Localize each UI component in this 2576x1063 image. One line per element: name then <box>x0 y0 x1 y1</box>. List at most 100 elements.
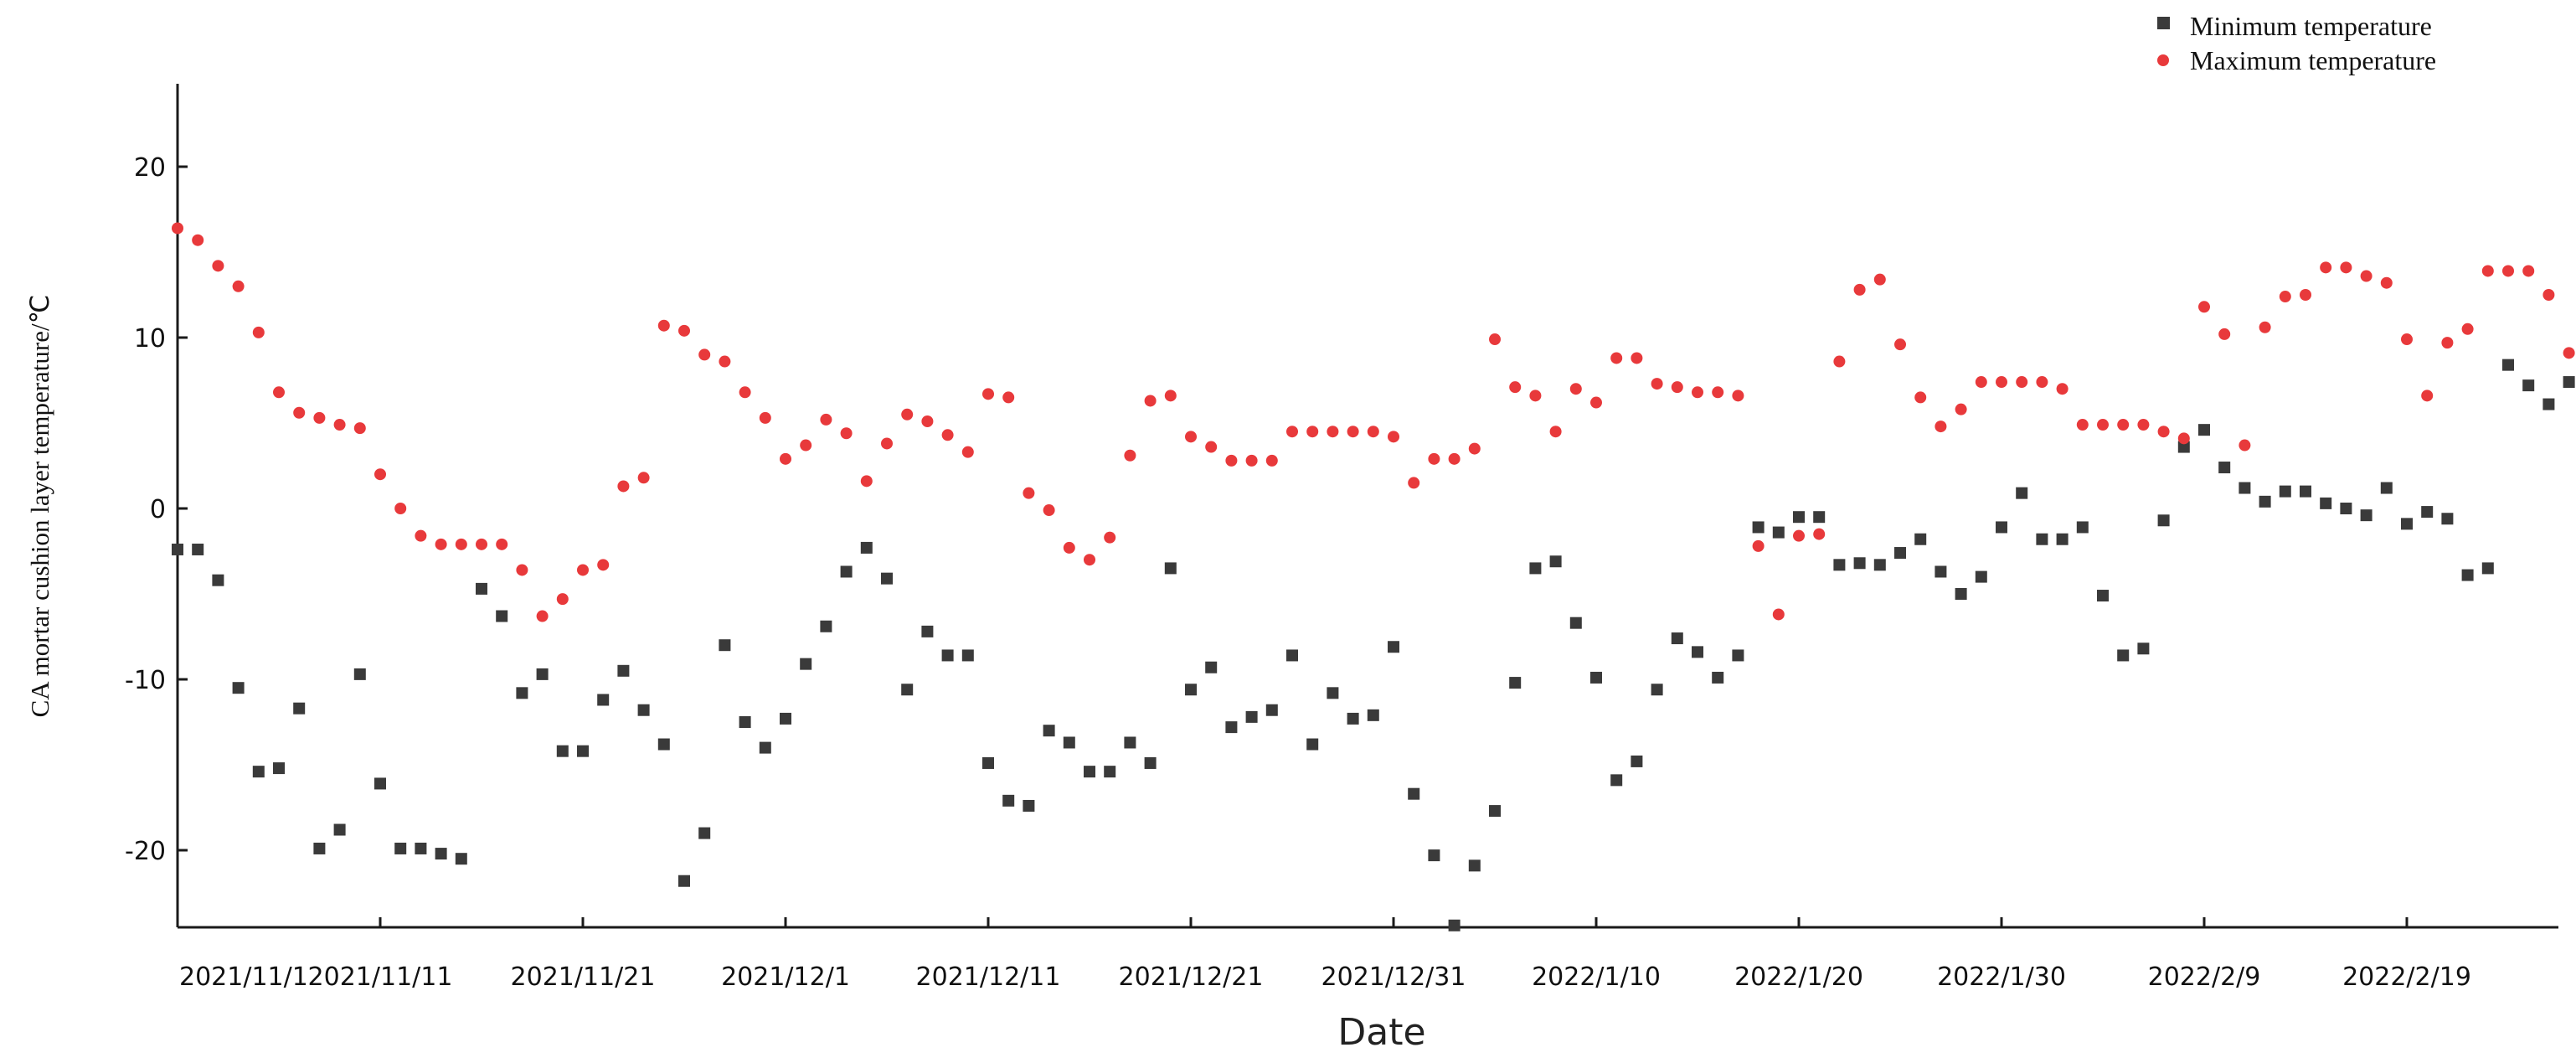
data-point-minimum <box>1833 559 1846 571</box>
data-point-minimum <box>1651 684 1663 696</box>
data-point-minimum <box>1367 709 1379 721</box>
data-point-minimum <box>2076 521 2089 534</box>
data-point-maximum <box>577 564 589 576</box>
data-point-minimum <box>2441 513 2454 525</box>
x-tick-label: 2022/2/19 <box>2342 962 2471 992</box>
data-point-maximum <box>374 468 386 481</box>
data-point-maximum <box>435 538 447 550</box>
data-point-maximum <box>1468 442 1481 455</box>
data-point-minimum <box>394 842 407 854</box>
data-point-maximum <box>1388 431 1399 443</box>
data-point-maximum <box>2056 383 2069 395</box>
data-point-minimum <box>1104 766 1116 778</box>
data-point-minimum <box>921 625 934 637</box>
data-point-minimum <box>1853 557 1866 570</box>
data-point-minimum <box>1935 565 1947 578</box>
data-point-maximum <box>1185 431 1197 443</box>
data-point-minimum <box>172 543 183 555</box>
x-tick-label: 2021/12/21 <box>1119 962 1264 992</box>
data-point-minimum <box>820 620 832 632</box>
data-point-minimum <box>2461 569 2474 581</box>
data-point-minimum <box>2481 562 2494 575</box>
data-point-maximum <box>333 419 346 431</box>
data-point-maximum <box>1975 376 1987 389</box>
data-point-maximum <box>2198 301 2210 313</box>
data-point-minimum <box>2360 509 2372 522</box>
data-point-minimum <box>2543 398 2555 410</box>
data-point-minimum <box>455 853 467 865</box>
data-point-minimum <box>212 574 224 586</box>
data-point-maximum <box>1164 390 1177 402</box>
data-point-maximum <box>1023 487 1035 499</box>
data-point-maximum <box>415 529 427 542</box>
data-point-minimum <box>1631 755 1643 767</box>
data-point-maximum <box>172 222 183 235</box>
data-point-minimum <box>2563 376 2575 389</box>
data-point-minimum <box>313 842 326 854</box>
data-point-maximum <box>2360 270 2372 282</box>
data-point-maximum <box>1327 426 1339 438</box>
data-point-minimum <box>1388 641 1399 653</box>
data-point-minimum <box>2401 518 2413 530</box>
data-point-maximum <box>678 324 690 337</box>
data-point-minimum <box>881 572 893 585</box>
data-point-maximum <box>2117 419 2130 431</box>
data-point-minimum <box>516 687 528 699</box>
data-point-maximum <box>394 503 407 514</box>
data-point-maximum <box>476 538 487 550</box>
data-point-minimum <box>1144 756 1157 769</box>
data-point-minimum <box>1549 555 1562 568</box>
legend-marker-maximum <box>2157 54 2169 66</box>
data-point-maximum <box>1569 383 1582 395</box>
data-point-minimum <box>273 762 285 775</box>
data-point-minimum <box>2097 590 2109 602</box>
data-point-minimum <box>1428 849 1440 862</box>
data-point-minimum <box>1692 646 1703 658</box>
data-point-maximum <box>1914 391 1927 404</box>
data-point-minimum <box>2259 495 2271 508</box>
data-point-maximum <box>1712 386 1724 399</box>
data-point-minimum <box>1509 677 1522 689</box>
data-point-minimum <box>353 668 366 680</box>
x-tick-label: 2021/11/21 <box>511 962 656 992</box>
data-point-maximum <box>1955 403 1967 415</box>
data-point-maximum <box>2421 390 2434 402</box>
data-point-maximum <box>1732 390 1744 402</box>
data-point-maximum <box>1651 378 1663 390</box>
data-point-minimum <box>2036 533 2048 545</box>
data-point-maximum <box>1631 352 1643 364</box>
data-point-maximum <box>212 260 224 272</box>
data-point-maximum <box>637 472 650 484</box>
data-point-minimum <box>2380 482 2393 494</box>
data-point-minimum <box>1164 562 1177 575</box>
data-point-minimum <box>1002 794 1015 807</box>
data-point-maximum <box>1043 504 1055 517</box>
data-point-minimum <box>1894 547 1906 560</box>
data-point-minimum <box>901 684 914 696</box>
legend-label-minimum: Minimum temperature <box>2190 11 2432 41</box>
data-point-maximum <box>2097 419 2109 431</box>
data-point-minimum <box>2300 485 2311 498</box>
data-point-maximum <box>252 326 265 338</box>
x-tick-label: 2021/11/11 <box>308 962 453 992</box>
data-point-minimum <box>617 664 630 677</box>
data-point-minimum <box>860 541 873 554</box>
data-point-minimum <box>1225 721 1238 734</box>
data-point-maximum <box>1813 528 1826 540</box>
data-point-minimum <box>1569 617 1582 629</box>
data-point-maximum <box>1448 452 1461 465</box>
data-point-minimum <box>1205 661 1218 673</box>
data-point-maximum <box>2218 328 2231 340</box>
data-point-minimum <box>232 682 245 694</box>
data-point-minimum <box>1732 649 1744 662</box>
data-point-minimum <box>2421 506 2434 519</box>
data-point-maximum <box>1833 355 1846 368</box>
data-point-minimum <box>2502 359 2514 371</box>
data-point-minimum <box>333 823 346 836</box>
data-point-minimum <box>536 668 549 680</box>
data-point-maximum <box>2340 261 2352 274</box>
data-point-minimum <box>719 639 731 652</box>
data-point-maximum <box>1853 283 1866 296</box>
data-point-maximum <box>556 593 569 606</box>
data-point-maximum <box>780 452 791 465</box>
